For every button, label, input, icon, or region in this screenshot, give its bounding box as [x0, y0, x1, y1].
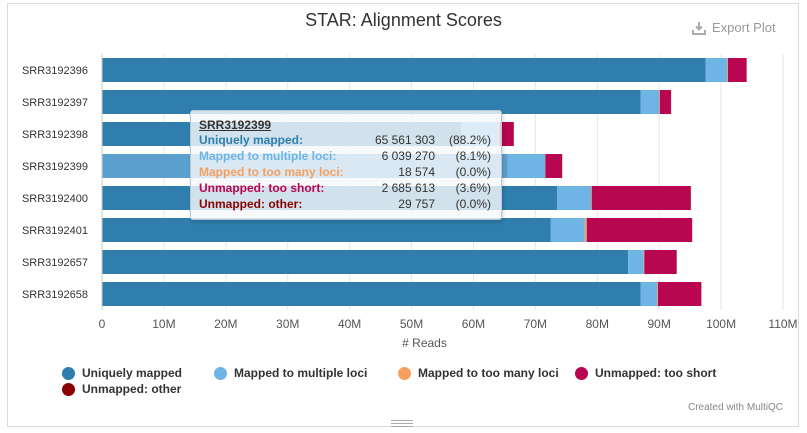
legend-swatch — [214, 366, 227, 380]
y-tick-label: SRR3192658 — [22, 289, 88, 301]
bar-segment[interactable] — [591, 186, 691, 210]
bar-segment[interactable] — [499, 122, 514, 146]
tooltip-label: Mapped to too many loci: — [199, 165, 344, 179]
x-tick-label: 30M — [276, 317, 299, 331]
legend-swatch — [62, 382, 75, 396]
legend-item[interactable]: Mapped to multiple loci — [214, 366, 367, 380]
bar-segment[interactable] — [550, 218, 585, 242]
tooltip-value: 65 561 303 — [374, 133, 435, 147]
export-plot-button[interactable]: Export Plot — [692, 20, 776, 35]
bar-segment[interactable] — [659, 90, 671, 114]
tooltip-row: Unmapped: other: 29 757 (0.0%) — [199, 197, 495, 213]
x-tick-label: 10M — [152, 317, 175, 331]
legend-swatch — [575, 366, 588, 380]
tooltip-row: Mapped to multiple loci: 6 039 270 (8.1%) — [199, 149, 495, 165]
bar-segment[interactable] — [657, 282, 658, 306]
legend-label: Unmapped: other — [82, 382, 182, 396]
x-tick-label: 100M — [706, 317, 736, 331]
bar-segment[interactable] — [659, 90, 660, 114]
tooltip-percent: (3.6%) — [455, 181, 491, 195]
y-tick-label: SRR3192396 — [22, 65, 88, 77]
legend-item[interactable]: Unmapped: too short — [575, 366, 716, 380]
resize-handle[interactable] — [391, 418, 413, 427]
chart-title: STAR: Alignment Scores — [305, 10, 502, 30]
bar-segment[interactable] — [727, 58, 747, 82]
x-tick-label: 90M — [648, 317, 671, 331]
x-axis-label: # Reads — [402, 336, 447, 350]
x-tick-label: 110M — [768, 317, 797, 331]
bar-segment[interactable] — [628, 250, 644, 274]
x-tick-label: 20M — [214, 317, 237, 331]
bar-segment[interactable] — [705, 58, 728, 82]
bar-segment[interactable] — [727, 58, 728, 82]
y-tick-label: SRR3192401 — [22, 225, 88, 237]
tooltip-percent: (88.2%) — [448, 133, 491, 147]
tooltip-value: 2 685 613 — [381, 181, 435, 195]
x-tick-label: 0 — [99, 317, 106, 331]
bar-segment[interactable] — [557, 186, 592, 210]
legend-label: Uniquely mapped — [82, 366, 183, 380]
bar-segment[interactable] — [586, 218, 692, 242]
legend-label: Mapped to too many loci — [418, 366, 559, 380]
bar-segment[interactable] — [657, 282, 702, 306]
legend-swatch — [62, 366, 75, 380]
x-tick-label: 50M — [400, 317, 423, 331]
tooltip-row: Uniquely mapped: 65 561 303 (88.2%) — [199, 133, 495, 149]
bar-segment[interactable] — [102, 282, 641, 306]
tooltip-label: Unmapped: too short: — [199, 181, 325, 195]
credit-text: Created with MultiQC — [687, 402, 783, 413]
download-icon — [692, 21, 706, 35]
export-plot-label: Export Plot — [712, 20, 776, 35]
tooltip-label: Mapped to multiple loci: — [199, 149, 337, 163]
legend-label: Mapped to multiple loci — [234, 366, 368, 380]
bar-segment[interactable] — [584, 218, 587, 242]
bar-segment[interactable] — [643, 250, 645, 274]
y-tick-label: SRR3192400 — [22, 193, 88, 205]
bar-segment[interactable] — [545, 154, 563, 178]
y-tick-label: SRR3192657 — [22, 257, 88, 269]
tooltip-row: Unmapped: too short: 2 685 613 (3.6%) — [199, 181, 495, 197]
y-tick-label: SRR3192397 — [22, 97, 88, 109]
x-tick-label: 70M — [524, 317, 547, 331]
legend-item[interactable]: Unmapped: other — [62, 382, 181, 396]
x-tick-label: 60M — [462, 317, 485, 331]
tooltip-label: Unmapped: other: — [199, 197, 303, 211]
legend-item[interactable]: Uniquely mapped — [62, 366, 182, 380]
x-tick-label: 80M — [586, 317, 609, 331]
bar-segment[interactable] — [102, 250, 629, 274]
tooltip-value: 29 757 — [398, 197, 435, 211]
tooltip-value: 6 039 270 — [381, 149, 435, 163]
legend-label: Unmapped: too short — [595, 366, 717, 380]
bar-segment[interactable] — [102, 58, 706, 82]
bar-segment[interactable] — [591, 186, 592, 210]
tooltip: SRR3192399 Uniquely mapped: 65 561 303 (88… — [190, 110, 502, 220]
bar-segment[interactable] — [640, 282, 658, 306]
tooltip-row: Mapped to too many loci: 18 574 (0.0%) — [199, 165, 495, 181]
legend-item[interactable]: Mapped to too many loci — [398, 366, 559, 380]
tooltip-percent: (0.0%) — [455, 197, 491, 211]
bar-segment[interactable] — [102, 218, 551, 242]
y-tick-label: SRR3192398 — [22, 129, 88, 141]
legend-swatch — [398, 366, 411, 380]
tooltip-percent: (8.1%) — [455, 149, 491, 163]
tooltip-percent: (0.0%) — [455, 165, 491, 179]
bar-segment[interactable] — [644, 250, 677, 274]
bar-segment[interactable] — [640, 90, 660, 114]
tooltip-value: 18 574 — [398, 165, 435, 179]
y-tick-label: SRR3192399 — [22, 161, 88, 173]
tooltip-sample: SRR3192399 — [199, 118, 272, 132]
x-tick-label: 40M — [338, 317, 361, 331]
bar-segment[interactable] — [507, 154, 546, 178]
tooltip-label: Uniquely mapped: — [199, 133, 304, 147]
